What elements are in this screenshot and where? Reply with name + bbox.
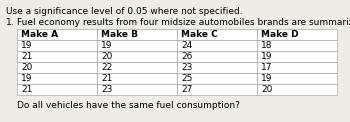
Text: 23: 23 (101, 85, 112, 94)
Bar (177, 40, 257, 51)
Text: 21: 21 (101, 74, 112, 83)
Bar (17, 84, 97, 95)
Text: 19: 19 (261, 52, 273, 61)
Bar (177, 29, 257, 40)
Text: 20: 20 (261, 85, 272, 94)
Bar (177, 84, 257, 95)
Bar (97, 51, 177, 62)
Bar (257, 29, 337, 40)
Bar (97, 84, 177, 95)
Bar (257, 62, 337, 73)
Text: 27: 27 (181, 85, 193, 94)
Text: 19: 19 (261, 74, 273, 83)
Text: 23: 23 (181, 63, 193, 72)
Text: 20: 20 (101, 52, 112, 61)
Text: 19: 19 (21, 74, 33, 83)
Bar (17, 51, 97, 62)
Text: Make D: Make D (261, 30, 299, 39)
Text: 26: 26 (181, 52, 193, 61)
Text: 24: 24 (181, 41, 192, 50)
Text: Do all vehicles have the same fuel consumption?: Do all vehicles have the same fuel consu… (17, 101, 240, 110)
Bar (17, 40, 97, 51)
Text: 20: 20 (21, 63, 32, 72)
Text: 21: 21 (21, 52, 32, 61)
Text: Make C: Make C (181, 30, 218, 39)
Text: 18: 18 (261, 41, 273, 50)
Bar (257, 84, 337, 95)
Bar (97, 40, 177, 51)
Text: Make B: Make B (101, 30, 138, 39)
Bar (97, 29, 177, 40)
Text: 22: 22 (101, 63, 112, 72)
Text: 17: 17 (261, 63, 273, 72)
Text: Fuel economy results from four midsize automobiles brands are summarized below:: Fuel economy results from four midsize a… (17, 18, 350, 27)
Text: 21: 21 (21, 85, 32, 94)
Bar (177, 62, 257, 73)
Bar (257, 40, 337, 51)
Text: 19: 19 (21, 41, 33, 50)
Bar (97, 62, 177, 73)
Text: 19: 19 (101, 41, 112, 50)
Text: Use a significance level of 0.05 where not specified.: Use a significance level of 0.05 where n… (6, 7, 243, 16)
Text: 1.: 1. (6, 18, 15, 27)
Bar (17, 73, 97, 84)
Bar (177, 73, 257, 84)
Bar (17, 29, 97, 40)
Bar (257, 51, 337, 62)
Bar (177, 51, 257, 62)
Bar (17, 62, 97, 73)
Bar (257, 73, 337, 84)
Text: 25: 25 (181, 74, 193, 83)
Bar (97, 73, 177, 84)
Text: Make A: Make A (21, 30, 58, 39)
